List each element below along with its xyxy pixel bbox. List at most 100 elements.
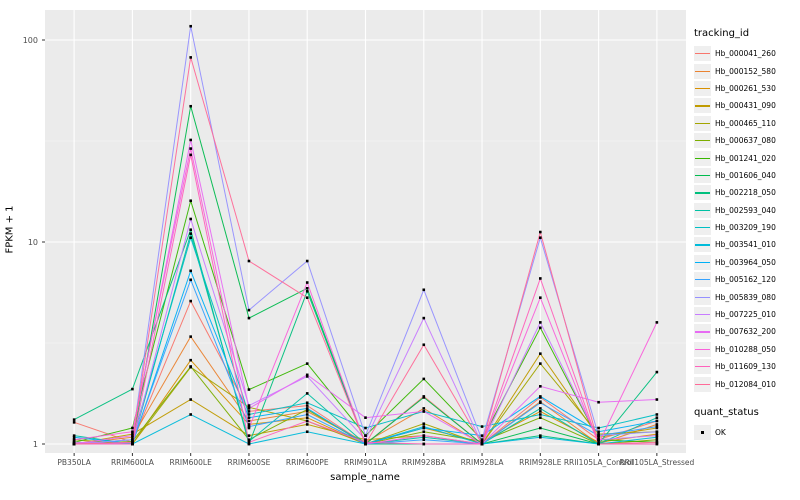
data-point — [247, 259, 251, 263]
data-point — [305, 281, 309, 284]
y-tick-label: 100 — [22, 35, 38, 45]
legend-entry-label: Hb_001606_040 — [715, 170, 776, 180]
data-point — [655, 423, 659, 426]
x-tick-label: RRII105LA_Stressed — [619, 458, 695, 467]
data-point — [305, 290, 309, 293]
data-point — [539, 434, 542, 437]
legend-entry-label: OK — [715, 428, 726, 437]
data-point — [597, 440, 600, 444]
data-point — [539, 407, 542, 410]
data-point — [189, 147, 192, 150]
data-point — [539, 230, 542, 234]
data-point — [247, 426, 251, 430]
data-point — [655, 442, 659, 446]
legend-entry-label: Hb_000041_260 — [715, 49, 776, 59]
legend-entry-quant: OK — [694, 424, 798, 441]
legend-title-tracking-id: tracking_id — [694, 28, 750, 39]
data-point — [305, 259, 309, 263]
legend-entry-label: Hb_000261_530 — [715, 83, 776, 93]
series-color-line — [695, 53, 710, 55]
data-point — [189, 56, 192, 59]
data-point — [364, 416, 367, 419]
legend-entry-label: Hb_011609_130 — [715, 362, 776, 372]
data-point — [539, 426, 542, 430]
legend-key-line-icon — [694, 150, 711, 166]
legend-entry: Hb_000465_110 — [694, 115, 798, 132]
series-color-line — [695, 70, 710, 72]
data-point — [655, 430, 659, 434]
data-point — [655, 398, 659, 401]
data-point — [72, 440, 76, 444]
data-point — [305, 404, 309, 407]
black-square-point-icon — [701, 431, 704, 434]
data-point — [305, 419, 309, 423]
legend-entry: Hb_012084_010 — [694, 375, 798, 392]
data-point — [655, 425, 659, 428]
data-point — [305, 413, 309, 416]
series-color-line — [695, 244, 710, 246]
data-point — [539, 352, 542, 355]
data-point — [597, 442, 600, 446]
data-point — [189, 398, 192, 401]
legend-entry-label: Hb_005839_080 — [715, 292, 776, 302]
data-point — [247, 440, 251, 444]
series-color-line — [695, 279, 710, 281]
legend-entry-label: Hb_012084_010 — [715, 379, 776, 389]
legend-entry: Hb_007632_200 — [694, 323, 798, 340]
data-point — [305, 423, 309, 426]
legend-key-line-icon — [694, 237, 711, 253]
data-point — [189, 228, 192, 232]
legend-key-line-icon — [694, 115, 711, 131]
data-point — [539, 277, 542, 280]
series-color-line — [695, 174, 710, 177]
legend-entry: Hb_005839_080 — [694, 288, 798, 305]
data-point — [189, 217, 192, 221]
data-point — [189, 199, 192, 203]
data-point — [480, 425, 484, 428]
series-color-line — [695, 366, 710, 368]
y-axis-title: FPKM + 1 — [4, 205, 16, 254]
data-point — [305, 407, 309, 410]
data-point — [305, 430, 309, 434]
data-point — [72, 418, 76, 421]
x-tick-label: RRIM600LE — [169, 458, 212, 467]
data-point — [422, 407, 426, 410]
data-point — [131, 434, 134, 437]
data-point — [655, 426, 659, 430]
series-color-line — [695, 122, 710, 124]
data-point — [189, 278, 192, 282]
legend-entry: Hb_011609_130 — [694, 358, 798, 375]
x-tick-label: RRIM928LA — [460, 458, 504, 467]
data-point — [539, 362, 542, 365]
legend-entry: Hb_010288_050 — [694, 341, 798, 358]
data-point — [364, 440, 367, 444]
data-point — [364, 434, 367, 437]
data-point — [189, 138, 192, 142]
data-point — [189, 269, 192, 273]
series-color-line — [695, 227, 710, 229]
data-point — [131, 387, 134, 391]
data-point — [189, 236, 192, 240]
data-point — [189, 232, 192, 235]
data-point — [422, 430, 426, 434]
data-point — [422, 410, 426, 413]
data-point — [247, 388, 251, 391]
data-point — [422, 377, 426, 381]
legend-key-line-icon — [694, 220, 711, 236]
x-tick-label: RRIM901LA — [344, 458, 387, 467]
data-point — [247, 316, 251, 320]
legend-entry: Hb_001606_040 — [694, 167, 798, 184]
data-point — [364, 438, 367, 442]
legend-entry-label: Hb_003541_010 — [715, 240, 776, 250]
data-point — [422, 434, 426, 437]
legend-entry: Hb_002593_040 — [694, 202, 798, 219]
series-color-line — [695, 209, 710, 211]
data-point — [247, 438, 251, 442]
legend-entry: Hb_003964_050 — [694, 254, 798, 271]
legend-entry: Hb_000261_530 — [694, 80, 798, 97]
data-point — [655, 413, 659, 416]
legend-quant-entries: OK — [694, 424, 798, 441]
x-tick-label: RRIM600SE — [227, 458, 271, 467]
legend-entry: Hb_003541_010 — [694, 236, 798, 253]
legend-entry-label: Hb_007225_010 — [715, 310, 776, 320]
